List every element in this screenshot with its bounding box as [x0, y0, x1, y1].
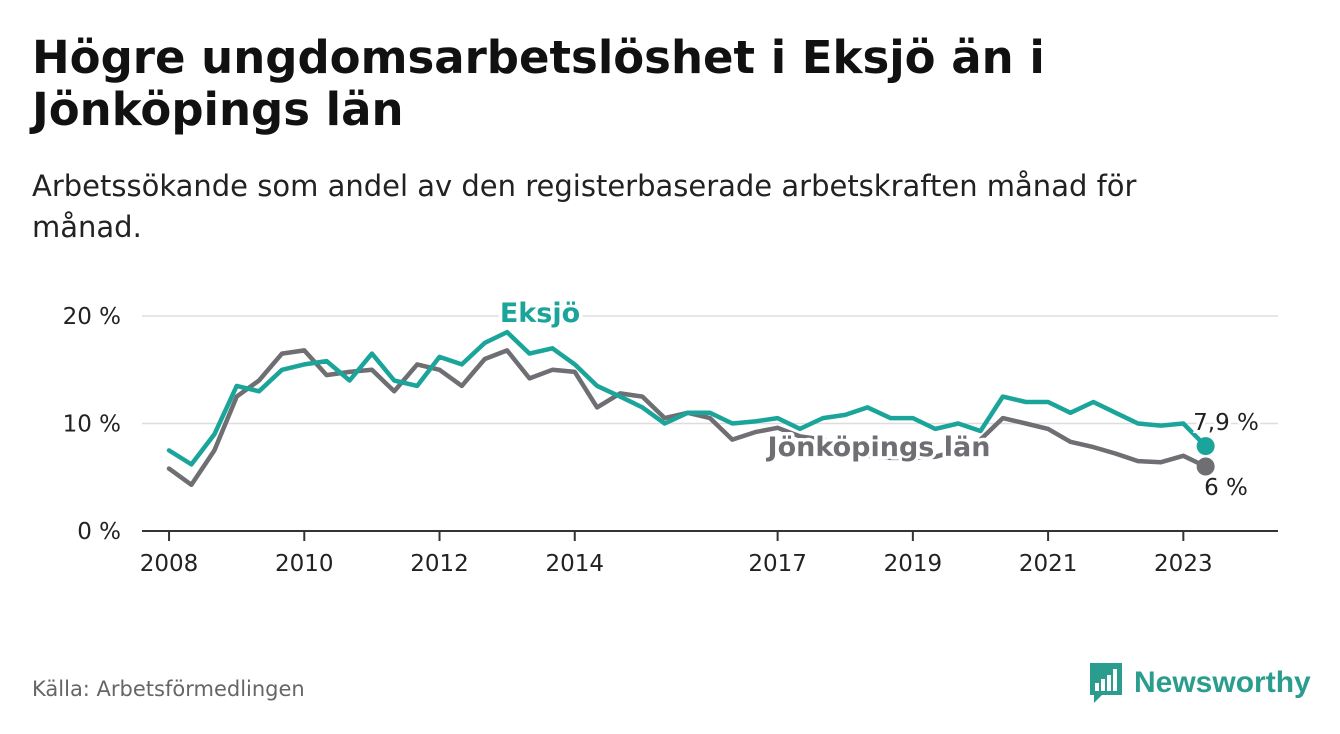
x-tick-label: 2017: [748, 551, 807, 577]
brand-logo[interactable]: Newsworthy: [1088, 660, 1311, 706]
x-tick-label: 2021: [1019, 551, 1078, 577]
lan-series-label: Jönköpings län: [766, 432, 991, 463]
y-tick-label: 10 %: [63, 412, 121, 438]
chart-subtitle: Arbetssökande som andel av den registerb…: [32, 169, 1137, 244]
x-tick-label: 2012: [410, 551, 469, 577]
y-axis-ticks: 0 % 10 % 20 %: [63, 304, 121, 545]
x-tick-label: 2023: [1154, 551, 1213, 577]
x-tick-label: 2008: [140, 551, 199, 577]
eksjo-series-label: Eksjö: [500, 298, 580, 329]
series-lines: [166, 329, 1208, 488]
y-tick-label: 0 %: [77, 519, 121, 545]
chart-title: Högre ungdomsarbetslöshet i Eksjö än i J…: [32, 31, 1045, 136]
x-tick-label: 2010: [275, 551, 334, 577]
y-tick-label: 20 %: [63, 304, 121, 330]
series-line-jonkopings-lan: [166, 348, 1208, 488]
source-note: Källa: Arbetsförmedlingen: [32, 677, 305, 701]
brand-name: Newsworthy: [1134, 666, 1311, 699]
lan-end-label: 6 %: [1204, 475, 1248, 501]
x-tick-label: 2014: [545, 551, 604, 577]
grid-lines: [142, 315, 1278, 425]
series-line-eksjo: [166, 329, 1208, 467]
newsworthy-logo-icon: [1088, 661, 1124, 705]
line-chart: 0 % 10 % 20 % 2008 2010 2012 2014 2017 2019 2021…: [62, 298, 1278, 577]
x-tick-label: 2019: [884, 551, 943, 577]
lan-end-point: [1196, 457, 1215, 476]
eksjo-end-label: 7,9 %: [1193, 410, 1259, 436]
eksjo-end-point: [1196, 437, 1215, 456]
x-axis-ticks: 2008 2010 2012 2014 2017 2019 2021 2023: [140, 531, 1213, 577]
